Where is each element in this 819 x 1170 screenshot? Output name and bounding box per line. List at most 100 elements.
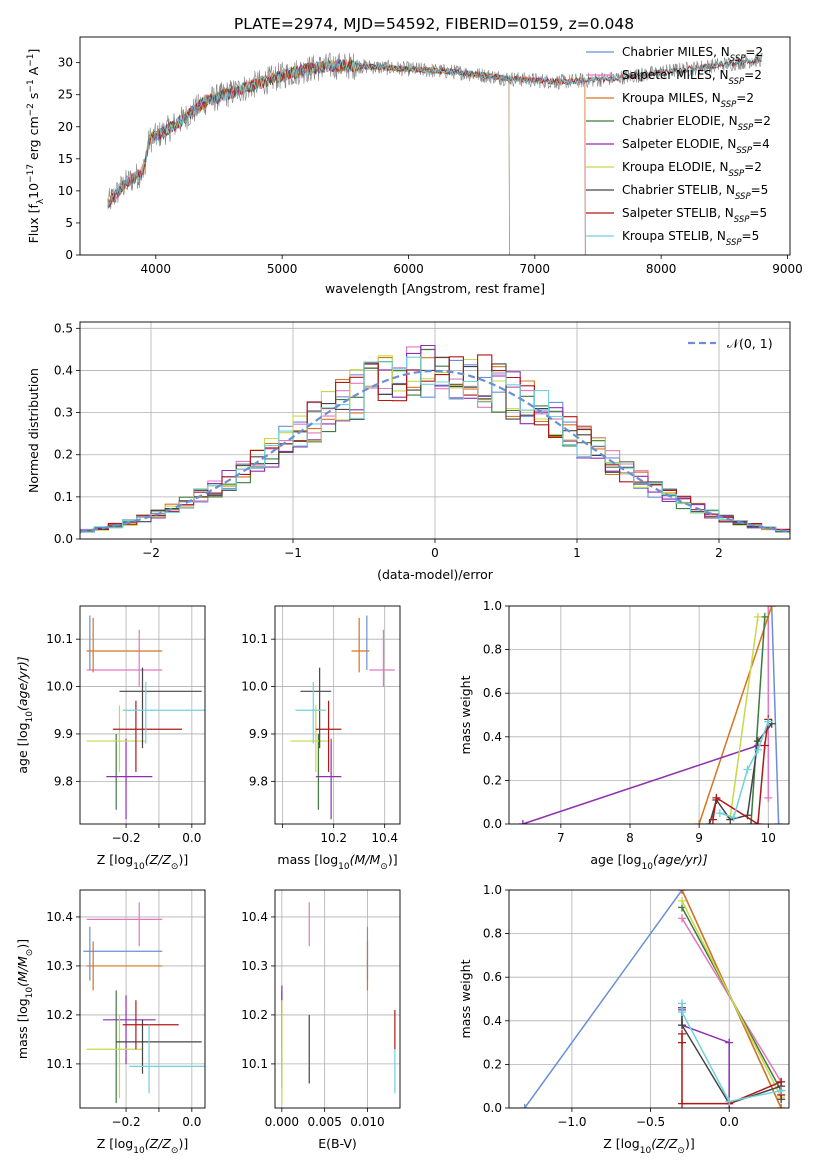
series-chabrier-miles (767, 606, 783, 824)
label-part: −1 (26, 79, 36, 92)
legend-part: = (744, 160, 754, 174)
label-part: (age/yr)] (15, 656, 30, 711)
y-tick-label: 9.8 (249, 774, 268, 788)
label-part: Z [log (603, 1136, 639, 1151)
errorbar-kroupa-miles (86, 617, 163, 673)
series-line (770, 606, 780, 824)
plot-area (107, 52, 763, 255)
legend-part: , N (721, 114, 738, 128)
errorbar-salpeter-miles (86, 902, 163, 947)
legend-part: = (745, 45, 755, 59)
y-tick-label: 0.2 (483, 773, 502, 787)
chart-residuals: −2 −1 0 1 2 0.0 0.1 0.2 0.3 0.4 0.5 (data-model)/er… (26, 321, 791, 582)
x-tick-label: −0.2 (111, 1115, 140, 1129)
axes-frame (79, 321, 791, 540)
spectrum-model-kroupa-stelib (107, 57, 763, 210)
series-marker (767, 606, 776, 610)
label-part: ⊙ (380, 862, 388, 872)
legend-part: = (753, 114, 763, 128)
legend-part: Chabrier MILES (622, 45, 713, 59)
y-tick-label: 0.4 (54, 363, 73, 377)
series-marker (678, 914, 687, 923)
legend-entry: Kroupa STELIB, NSSP=5 (622, 229, 759, 248)
series-marker (725, 1097, 734, 1106)
errorbar-salpeter-elodie (106, 738, 153, 820)
label-part: (age/yr)] (653, 852, 708, 867)
label-part: 10 (26, 183, 41, 199)
label-part: ⊙ (677, 1146, 685, 1156)
legend-part: = (736, 91, 746, 105)
legend-part: SSP (736, 146, 752, 156)
y-tick-label: 10.3 (46, 959, 73, 973)
legend-part: , N (704, 91, 721, 105)
x-tick-label: −0.2 (111, 831, 140, 845)
label-part: )] (388, 852, 398, 867)
x-axis-label: Z [log10(Z/Z⊙)] (97, 1136, 188, 1156)
legend-part: Salpeter ELODIE (622, 137, 720, 151)
label-part: )] (15, 939, 30, 949)
series-marker (712, 793, 721, 802)
axes-frame (79, 605, 206, 825)
chart-mass_ebv: 0.000 0.005 0.010 10.1 10.2 10.3 10.4 E(B-V) (241, 889, 401, 1151)
y-tick-label: 0.5 (54, 321, 73, 335)
label-part: −1 (26, 54, 36, 67)
label-part: 10 (25, 987, 35, 999)
series-line (681, 900, 782, 1098)
y-tick-label: 20 (58, 120, 73, 134)
label-part: s (26, 93, 41, 104)
x-tick-label: 8000 (646, 262, 677, 276)
series-line (681, 1007, 782, 1105)
y-tick-label: 1.0 (483, 599, 502, 613)
figure-title: PLATE=2974, MJD=54592, FIBERID=0159, z=0… (234, 15, 634, 33)
label-part: −2 (26, 103, 36, 116)
y-tick-label: 0.2 (483, 1057, 502, 1071)
series-marker (764, 606, 773, 610)
label-part: ⊙ (25, 949, 35, 957)
axes-frame (274, 889, 401, 1109)
label-part: (Z/Z (145, 852, 172, 867)
axes-frame (508, 889, 790, 1109)
label-part: Z [log (97, 1136, 133, 1151)
legend-entry: Chabrier ELODIE, NSSP=2 (622, 114, 771, 133)
errorbar-chabrier-stelib (300, 667, 332, 749)
series-marker (520, 1104, 529, 1108)
y-tick-label: 5 (65, 216, 73, 230)
x-axis-label: mass [log10(M/M⊙)] (277, 852, 397, 872)
label-part: ] (26, 49, 41, 54)
legend-entry: Chabrier MILES, NSSP=2 (622, 45, 763, 64)
x-tick-label: 1 (573, 546, 581, 560)
chart-age_mass: 10.2 10.4 9.8 9.9 10.0 10.1 mass [log10(M/M⊙)] (241, 605, 401, 872)
series-marker (777, 1077, 786, 1086)
y-tick-label: 10.1 (241, 1057, 268, 1071)
series-chabrier-stelib (678, 1003, 786, 1108)
label-part: 10 (133, 862, 145, 872)
y-axis-label: mass weight (458, 959, 473, 1038)
series-marker (760, 741, 769, 750)
legend-part: , N (718, 183, 735, 197)
errorbar-kroupa-stelib (129, 1024, 205, 1094)
y-tick-label: 0.6 (483, 686, 502, 700)
legend-part: SSP (729, 169, 745, 179)
series-marker (753, 612, 762, 621)
grid-lines (275, 890, 400, 1108)
x-tick-label: 0.0 (182, 831, 201, 845)
label-part: mass [log (277, 852, 338, 867)
legend-part: Kroupa STELIB (622, 229, 709, 243)
normal-curve (80, 369, 790, 533)
series-marker (743, 765, 752, 774)
legend: 𝒩(0, 1) (688, 336, 773, 351)
axes-frame (79, 36, 791, 256)
legend-part: 2 (746, 91, 754, 105)
series-marker (705, 820, 714, 824)
x-tick-label: 0.0 (182, 1115, 201, 1129)
series-marker (708, 815, 717, 824)
legend-part: 4 (762, 137, 770, 151)
label-part: mass [log (15, 998, 30, 1059)
x-tick-label: 10.4 (371, 831, 398, 845)
label-part: 10 (25, 711, 35, 723)
y-tick-label: 0.8 (483, 927, 502, 941)
x-axis-label: wavelength [Angstrom, rest frame] (325, 281, 545, 296)
series-kroupa-stelib (678, 999, 786, 1106)
